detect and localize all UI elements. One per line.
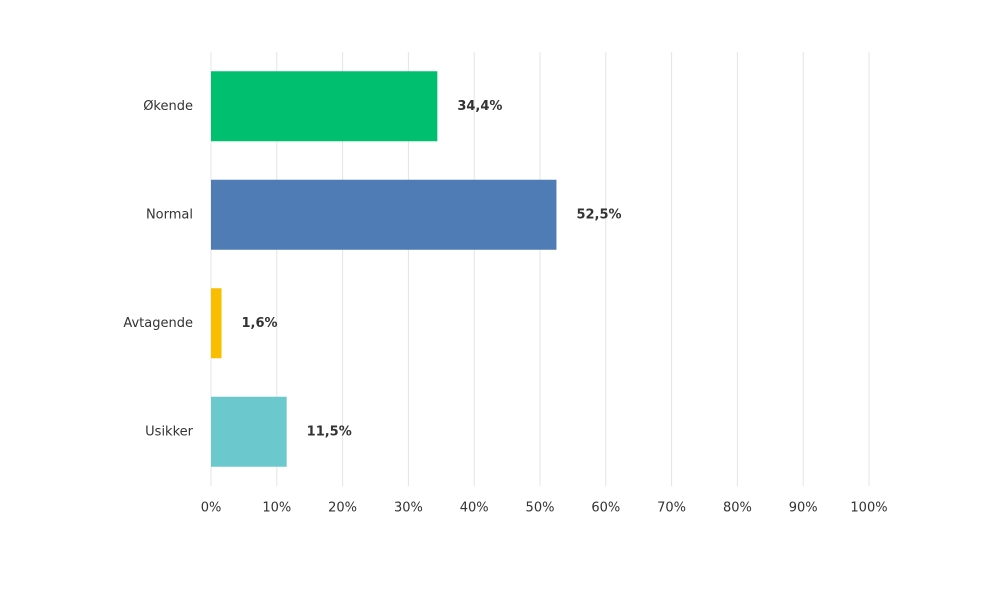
x-tick-label: 20% xyxy=(328,501,357,516)
category-label: Økende xyxy=(143,99,193,114)
value-label: 1,6% xyxy=(242,316,278,331)
value-label: 52,5% xyxy=(576,207,621,222)
x-tick-label: 90% xyxy=(789,501,818,516)
bar xyxy=(211,396,287,467)
x-tick-label: 10% xyxy=(262,501,291,516)
bar xyxy=(211,71,438,142)
value-label: 34,4% xyxy=(457,99,502,114)
x-tick-label: 80% xyxy=(723,501,752,516)
x-tick-label: 60% xyxy=(591,501,620,516)
value-label: 11,5% xyxy=(307,424,352,439)
x-tick-label: 50% xyxy=(526,501,555,516)
category-label: Normal xyxy=(146,207,193,222)
category-label: Usikker xyxy=(145,424,193,439)
x-tick-label: 0% xyxy=(201,501,222,516)
x-tick-label: 40% xyxy=(460,501,489,516)
bar xyxy=(211,179,557,250)
x-tick-label: 30% xyxy=(394,501,423,516)
category-label: Avtagende xyxy=(123,316,193,331)
x-tick-label: 70% xyxy=(657,501,686,516)
bar xyxy=(211,288,222,359)
x-tick-label: 100% xyxy=(850,501,887,516)
